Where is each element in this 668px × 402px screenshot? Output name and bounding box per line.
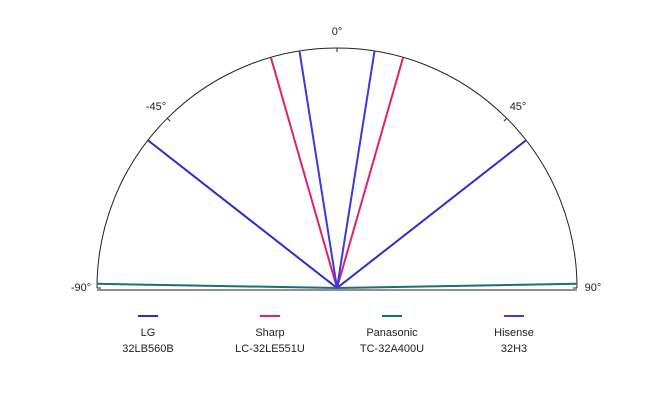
legend-name: LG bbox=[141, 327, 156, 339]
angle-line bbox=[336, 282, 577, 289]
angle-line bbox=[298, 50, 338, 289]
polar-frame bbox=[96, 47, 578, 289]
angle-line bbox=[336, 57, 405, 289]
legend-model: 32H3 bbox=[501, 343, 527, 355]
angle-line bbox=[97, 282, 338, 289]
tick-mark bbox=[166, 117, 171, 122]
theta-tick-label: 0° bbox=[332, 26, 343, 38]
theta-tick-label: 45° bbox=[510, 101, 527, 113]
angle-line bbox=[336, 50, 376, 289]
angle-line bbox=[336, 139, 527, 289]
theta-tick-label: 90° bbox=[585, 282, 602, 294]
theta-tick-label: -90° bbox=[71, 282, 91, 294]
angle-line bbox=[147, 139, 338, 289]
theta-tick-label: -45° bbox=[146, 101, 166, 113]
legend-name: Sharp bbox=[255, 327, 284, 339]
angle-line bbox=[269, 57, 338, 289]
legend-model: LC-32LE551U bbox=[235, 343, 305, 355]
legend-model: TC-32A400U bbox=[360, 343, 424, 355]
legend-name: Panasonic bbox=[366, 327, 418, 339]
legend-model: 32LB560B bbox=[122, 343, 173, 355]
tick-mark bbox=[503, 117, 508, 122]
legend-name: Hisense bbox=[494, 327, 534, 339]
